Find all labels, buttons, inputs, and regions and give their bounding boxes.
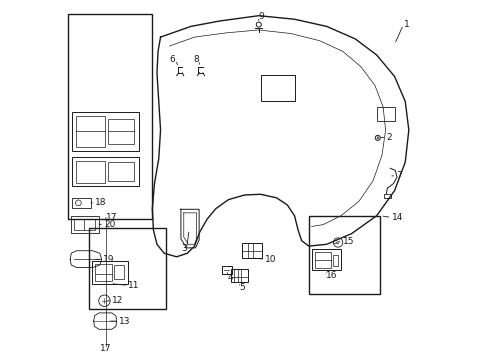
- Text: 15: 15: [342, 237, 353, 246]
- Bar: [311, 249, 340, 270]
- Text: 9: 9: [258, 12, 264, 21]
- Bar: [332, 255, 337, 266]
- Bar: [314, 252, 330, 267]
- Text: 1: 1: [403, 20, 408, 29]
- Bar: [308, 216, 380, 294]
- Text: 13: 13: [119, 316, 130, 325]
- Bar: [376, 108, 394, 121]
- Bar: [241, 243, 262, 258]
- Bar: [222, 266, 232, 274]
- Text: 10: 10: [264, 255, 276, 264]
- Text: 6: 6: [169, 55, 175, 64]
- Bar: [92, 261, 128, 284]
- Text: 14: 14: [391, 213, 402, 222]
- Text: 8: 8: [193, 55, 199, 64]
- Bar: [231, 269, 247, 282]
- Bar: [71, 216, 99, 233]
- Text: 12: 12: [112, 296, 123, 305]
- Bar: [108, 162, 134, 181]
- Bar: [114, 265, 124, 279]
- Text: 17: 17: [106, 213, 117, 222]
- Bar: [383, 194, 390, 198]
- Bar: [72, 198, 91, 208]
- Bar: [260, 75, 294, 102]
- Text: 11: 11: [128, 281, 140, 290]
- Text: 3: 3: [181, 244, 186, 253]
- Text: 18: 18: [95, 198, 106, 207]
- Bar: [76, 116, 105, 147]
- Text: 7: 7: [395, 171, 401, 180]
- Bar: [72, 112, 139, 151]
- Bar: [76, 161, 105, 183]
- Bar: [72, 157, 139, 186]
- Text: 17: 17: [100, 344, 111, 353]
- Text: 19: 19: [103, 255, 115, 264]
- Text: 16: 16: [325, 271, 337, 280]
- Text: 4: 4: [227, 273, 232, 282]
- Bar: [95, 264, 112, 281]
- Bar: [89, 228, 165, 309]
- Text: 5: 5: [239, 283, 245, 292]
- Bar: [108, 119, 134, 144]
- Text: 2: 2: [386, 132, 391, 141]
- Bar: [74, 219, 95, 230]
- Bar: [67, 14, 151, 219]
- Text: 20: 20: [104, 220, 115, 229]
